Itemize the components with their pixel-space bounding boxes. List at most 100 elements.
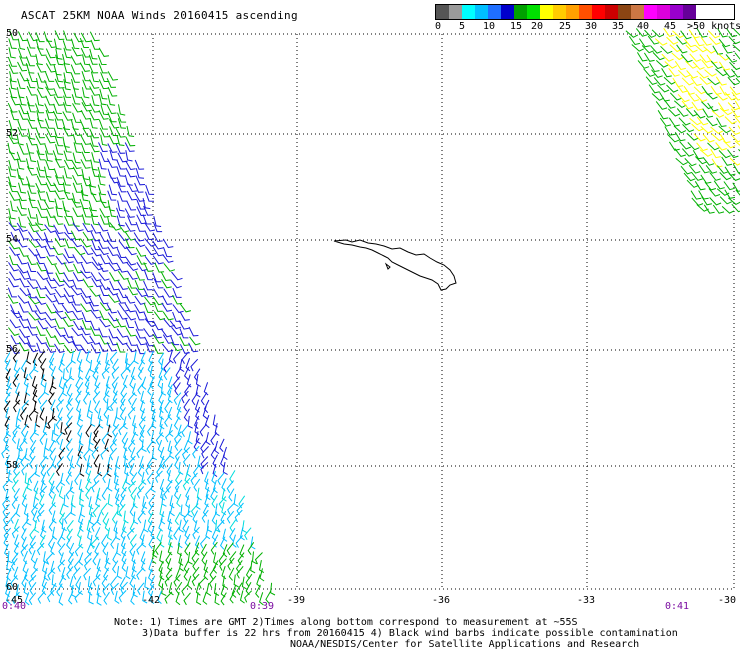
wind-barb bbox=[173, 416, 180, 430]
wind-barb bbox=[16, 134, 24, 146]
wind-barb bbox=[220, 536, 226, 550]
wind-barb bbox=[89, 31, 100, 42]
wind-barb bbox=[54, 30, 65, 41]
wind-barb bbox=[110, 535, 117, 549]
wind-barb bbox=[63, 262, 74, 272]
wind-barb bbox=[17, 48, 27, 59]
wind-barb bbox=[202, 503, 209, 517]
wind-barb bbox=[26, 255, 37, 266]
wind-barb bbox=[187, 415, 193, 429]
wind-barb bbox=[45, 182, 56, 193]
wind-barb bbox=[33, 359, 39, 373]
wind-barb bbox=[666, 36, 679, 45]
wind-barb bbox=[160, 271, 171, 282]
wind-barb bbox=[20, 544, 28, 557]
wind-barb bbox=[106, 286, 119, 296]
wind-barb bbox=[88, 176, 97, 188]
wind-barb bbox=[90, 224, 101, 234]
wind-barb bbox=[37, 591, 46, 604]
wind-barb bbox=[39, 432, 47, 445]
wind-barb bbox=[98, 94, 107, 106]
wind-barb bbox=[64, 311, 76, 321]
wind-barb bbox=[184, 533, 191, 547]
wind-barb bbox=[716, 165, 729, 174]
wind-barb bbox=[54, 318, 65, 329]
wind-barb bbox=[183, 439, 189, 454]
wind-barb bbox=[137, 510, 145, 524]
wind-barb bbox=[713, 180, 725, 190]
wind-barb bbox=[711, 133, 725, 142]
wind-barb bbox=[648, 84, 660, 94]
wind-barb bbox=[153, 222, 163, 233]
wind-barb bbox=[227, 557, 235, 571]
wind-barb bbox=[116, 166, 126, 177]
wind-barb bbox=[141, 376, 147, 390]
wind-barb bbox=[107, 478, 113, 492]
wind-barb bbox=[61, 119, 70, 130]
wind-barb bbox=[700, 36, 712, 46]
wind-barb bbox=[19, 277, 30, 288]
wind-barb bbox=[23, 430, 29, 445]
wind-barb bbox=[140, 408, 146, 422]
wind-barb bbox=[91, 480, 100, 493]
wind-barb bbox=[674, 131, 686, 142]
wind-barb bbox=[23, 392, 29, 406]
wind-barb bbox=[159, 534, 165, 548]
wind-barb bbox=[73, 86, 81, 99]
wind-barb bbox=[221, 502, 227, 516]
time-label-middle: 0:39 bbox=[250, 601, 275, 612]
wind-barb bbox=[36, 271, 49, 281]
wind-barb bbox=[100, 502, 108, 516]
wind-barb bbox=[153, 301, 163, 312]
wind-barb bbox=[712, 204, 725, 214]
wind-barb bbox=[41, 472, 47, 486]
wind-barb bbox=[21, 462, 29, 476]
wind-barb bbox=[70, 350, 76, 364]
wind-barb bbox=[147, 583, 155, 597]
wind-barb bbox=[174, 431, 182, 444]
wind-barb bbox=[135, 310, 145, 321]
wind-barb bbox=[36, 150, 46, 161]
wind-barb bbox=[168, 526, 174, 540]
lon-label-30w: -30 bbox=[718, 595, 737, 606]
wind-barb bbox=[163, 263, 176, 272]
wind-barb bbox=[123, 447, 129, 461]
wind-barb bbox=[674, 148, 686, 157]
wind-barb bbox=[168, 534, 173, 548]
legend-label: 5 bbox=[459, 21, 466, 32]
wind-barb bbox=[234, 509, 243, 523]
wind-barb bbox=[217, 472, 225, 486]
wind-barb bbox=[178, 320, 189, 330]
wind-barb bbox=[53, 182, 64, 193]
wind-barb bbox=[89, 103, 100, 113]
wind-barb bbox=[104, 518, 110, 532]
wind-barb bbox=[99, 214, 110, 225]
wind-barb bbox=[723, 69, 735, 78]
wind-barb bbox=[664, 126, 675, 136]
wind-barb bbox=[172, 294, 183, 305]
wind-barb bbox=[664, 61, 678, 69]
wind-barb bbox=[149, 391, 155, 406]
wind-barb bbox=[109, 438, 117, 452]
wind-barb bbox=[26, 176, 35, 187]
wind-barb bbox=[72, 310, 83, 321]
wind-barb bbox=[28, 575, 37, 588]
wind-barb bbox=[19, 438, 27, 452]
wind-barb bbox=[718, 150, 731, 159]
wind-barb bbox=[130, 366, 136, 381]
wind-barb bbox=[144, 256, 157, 265]
wind-barb bbox=[112, 358, 119, 372]
wind-barb bbox=[67, 591, 74, 605]
wind-barb bbox=[78, 366, 84, 380]
wind-barb bbox=[102, 542, 109, 556]
wind-barb bbox=[160, 328, 172, 338]
lon-label-39w: -39 bbox=[287, 595, 306, 606]
wind-barb bbox=[54, 335, 65, 345]
wind-barb bbox=[28, 151, 37, 163]
wind-barb bbox=[80, 32, 91, 43]
wind-barb bbox=[127, 215, 137, 226]
lon-label-45w: -45 bbox=[5, 595, 24, 606]
wind-barb bbox=[142, 590, 148, 604]
wind-barb bbox=[159, 455, 165, 469]
wind-barb bbox=[221, 566, 227, 580]
